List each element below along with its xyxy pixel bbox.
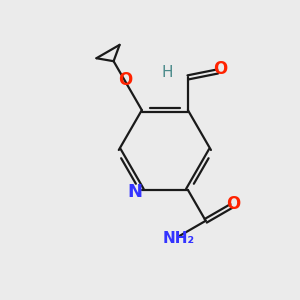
Text: N: N bbox=[127, 183, 142, 201]
Text: O: O bbox=[226, 195, 240, 213]
Text: O: O bbox=[118, 71, 133, 89]
Text: H: H bbox=[161, 65, 173, 80]
Text: NH₂: NH₂ bbox=[162, 231, 195, 246]
Text: O: O bbox=[214, 60, 228, 78]
